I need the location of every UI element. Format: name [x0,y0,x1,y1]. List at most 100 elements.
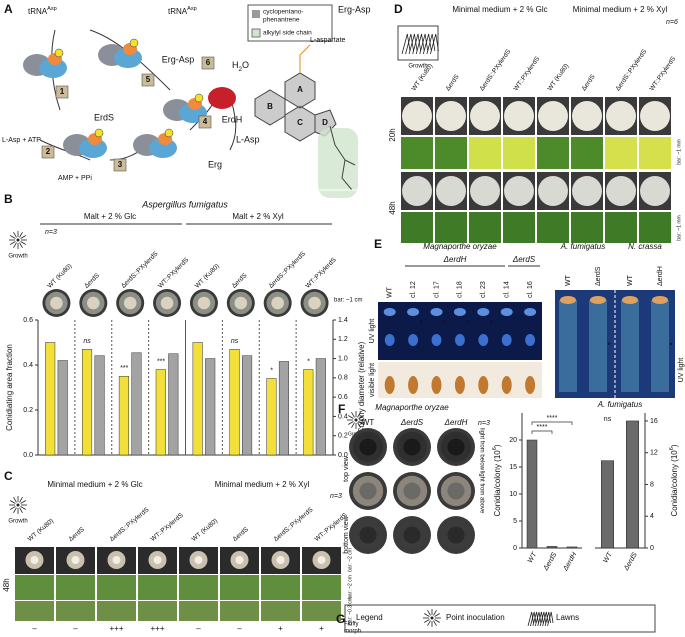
label: AMP + PPi [58,175,92,182]
icon-scribble [527,611,534,627]
marker: * [419,318,423,328]
tick-label: 1.4 [338,317,348,324]
bar [57,360,68,456]
icon-ray [13,242,17,248]
label: C [297,118,303,127]
label-part: Xyl [163,520,175,532]
label: H2O [232,60,249,73]
label: tRNAAsp [28,6,57,16]
spot [560,296,576,304]
colony [447,482,465,500]
significance: ns [83,338,91,345]
plate [402,101,432,131]
tick-label: 4 [650,513,654,520]
category-label: WT [527,551,539,565]
icon-scribble [401,33,411,55]
label-part: Asp [187,6,197,12]
icon-scribble [542,611,549,627]
lane-label: cl. 23 [480,281,487,298]
significance: *** [157,358,165,365]
label: tRNAAsp [168,6,197,16]
lane-label: cl. 14 [504,281,511,298]
zoom-photo [639,212,671,243]
colony [359,482,377,500]
label: ΔerdH [443,255,467,264]
tick-label: 0.4 [338,413,348,420]
label: F [338,402,345,416]
label: 6 [206,58,211,67]
spot [453,308,466,316]
colony [50,296,63,310]
label: ΔerdS [400,418,424,427]
significance: **** [537,424,548,431]
zoom-photo [469,212,501,243]
tick-label: 0 [513,545,517,552]
zoom-photo [435,137,467,169]
tick-label: 20 [509,437,517,444]
label: A. fumigatus [560,242,605,251]
photo [261,575,300,600]
label-part: Xyl [292,515,304,527]
plate [572,101,602,131]
bar [266,378,277,456]
bar [315,358,326,456]
icon-ray [19,242,23,248]
photo [138,575,177,600]
category-label: WT [602,551,614,565]
photo [220,601,259,621]
label: alkylyl side chain [263,30,312,37]
colony [123,296,137,310]
lane-smear [651,300,669,392]
label: ΔerdH [444,418,468,427]
spot [478,376,489,394]
plate [606,176,636,206]
bar [168,353,179,456]
colony [447,438,465,456]
lane-label: WT [387,286,394,298]
colony [234,296,248,310]
label: Minimal medium + 2 % Xyl [573,5,668,14]
lane-smear [621,300,639,392]
ligand [194,93,204,103]
label: 20h [388,128,397,141]
bar [82,349,93,456]
fluffy-score: – [237,624,242,633]
tick-label: 5 [513,518,517,525]
label-part: Xyl [327,520,339,532]
significance: *** [120,365,128,372]
label: bar: ~1 mm [676,139,682,164]
label: 2 [46,147,51,156]
label: Magnaporthe oryzae [423,242,497,251]
step-box [141,73,155,87]
icon-ray [424,613,430,617]
spot [501,334,512,346]
plate [538,176,568,206]
fluffy-score: +++ [150,624,164,633]
fluffy-score: – [196,624,201,633]
marker: * [490,318,494,328]
label-part: 2 [239,66,243,73]
plate [538,101,568,131]
spot [525,376,536,394]
lane-label: WT [565,274,572,286]
label-part: Xyl [317,266,329,278]
icon-ray [20,506,26,510]
label: Minimal medium + 2 % Glc [452,5,547,14]
label: Minimal medium + 2 % Glc [47,480,142,489]
label: light from below [478,428,484,471]
bar [566,546,578,549]
icon-ray [20,235,26,239]
label-part: ) [670,444,679,447]
spot [430,308,443,316]
bar [45,342,56,456]
label-part: Xyl [286,259,298,271]
icon-ray [434,613,440,617]
fluffy-score: + [319,624,324,633]
spot [478,334,489,346]
icon-ray [348,421,354,425]
bar [94,355,105,456]
bar [229,349,240,456]
icon-scribble [544,611,552,627]
plate [504,176,534,206]
icon-ray [10,235,16,239]
